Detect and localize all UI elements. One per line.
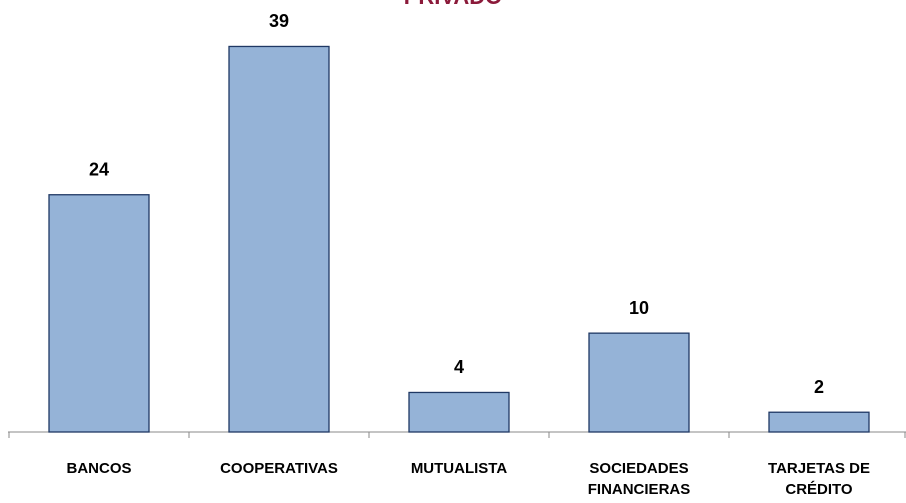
value-label: 24 xyxy=(89,159,109,179)
bar xyxy=(49,195,149,432)
bar xyxy=(409,392,509,432)
value-label: 2 xyxy=(814,377,824,397)
x-tick-label: TARJETAS DE CRÉDITO xyxy=(729,458,906,500)
bar xyxy=(769,412,869,432)
value-label: 4 xyxy=(454,357,464,377)
x-tick-label: BANCOS xyxy=(9,458,189,479)
x-tick-label: SOCIEDADES FINANCIERAS xyxy=(549,458,729,500)
x-tick-label: COOPERATIVAS xyxy=(189,458,369,479)
value-label: 39 xyxy=(269,11,289,31)
chart-title: PRIVADO xyxy=(404,0,503,9)
bar xyxy=(229,46,329,432)
bar xyxy=(589,333,689,432)
x-tick-label: MUTUALISTA xyxy=(369,458,549,479)
value-label: 10 xyxy=(629,298,649,318)
chart: PRIVADO 24 39 4 10 2 BANCOSCOOPERATIVASMUTUA… xyxy=(0,0,906,503)
plot: PRIVADO 24 39 4 10 2 xyxy=(0,0,906,503)
